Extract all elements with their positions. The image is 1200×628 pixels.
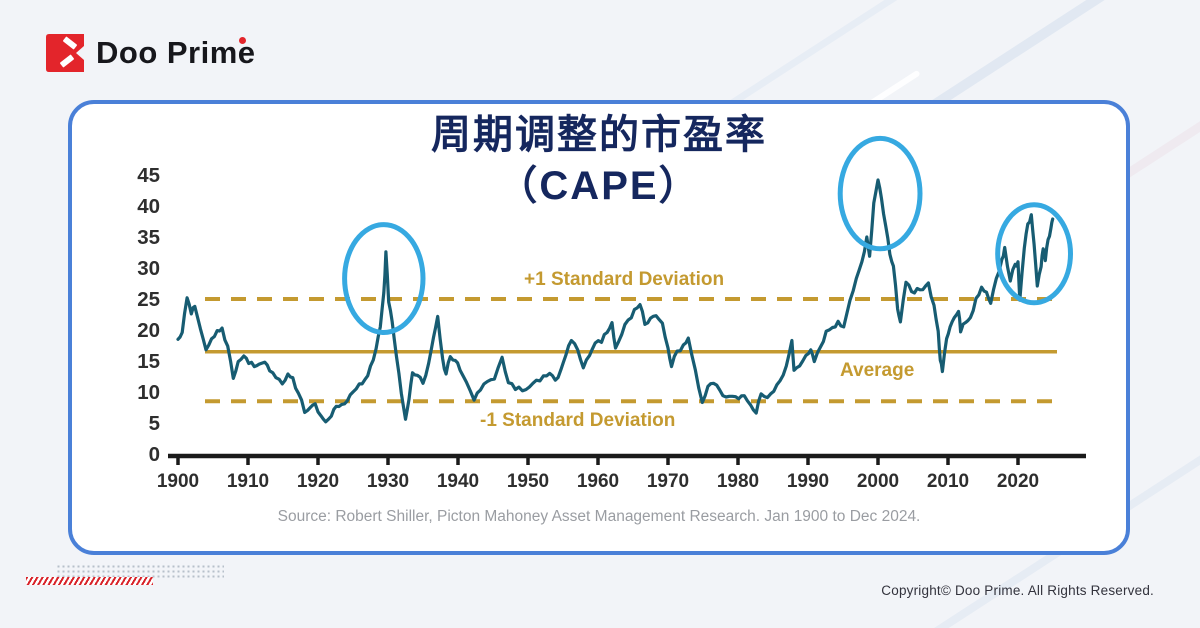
doo-prime-logo-icon [46,34,84,72]
x-tick-label: 2020 [997,471,1039,492]
x-tick-label: 1980 [717,471,759,492]
x-tick-label: 1910 [227,471,269,492]
y-tick-label: 15 [137,350,160,373]
x-tick-label: 1900 [157,471,199,492]
chart-title: 周期调整的市盈率 （CAPE） [72,110,1126,212]
average-label: Average [840,360,915,381]
y-tick-label: 25 [137,288,160,311]
highlight-circle-2021-2024-peaks [995,202,1073,306]
chart-card: 周期调整的市盈率 （CAPE） 1900 1910 1920 1930 1940 1950… [68,100,1130,555]
y-tick-label: 20 [137,319,160,342]
brand-text: Doo Prime [96,35,256,70]
highlight-circle-2000-peak [837,135,923,252]
header: Doo Prime [46,34,256,72]
x-tick-label: 1930 [367,471,409,492]
plus-one-std-label: +1 Standard Deviation [524,269,725,290]
red-hatch-bar-decoration [26,577,153,585]
cape-series-line [176,178,1055,424]
chart-title-line2: （CAPE） [497,164,701,208]
x-tick-label: 2000 [857,471,899,492]
x-tick-label: 1990 [787,471,829,492]
y-tick-label: 30 [137,257,160,280]
brand-i-dot [239,37,246,44]
y-tick-label: 5 [149,412,160,435]
dot-pattern-decoration [56,564,224,579]
x-tick-label: 1970 [647,471,689,492]
highlight-circle-1929-peak [342,222,426,335]
source-note: Source: Robert Shiller, Picton Mahoney A… [277,508,921,525]
copyright-text: Copyright© Doo Prime. All Rights Reserve… [881,583,1154,598]
y-tick-label: 40 [137,195,160,218]
brand-wordmark: Doo Prime [96,35,256,71]
x-tick-label: 1940 [437,471,479,492]
y-tick-label: 35 [137,226,160,249]
x-tick-label: 1950 [507,471,549,492]
cape-line-chart: 1900 1910 1920 1930 1940 1950 1960 1970 1980 1990… [137,135,1086,492]
x-tick-label: 1920 [297,471,339,492]
y-tick-label: 10 [137,381,160,404]
chart-title-line1: 周期调整的市盈率 [431,113,767,157]
y-tick-label: 0 [149,443,160,466]
x-tick-label: 2010 [927,471,969,492]
y-tick-label: 45 [137,164,160,187]
x-tick-label: 1960 [577,471,619,492]
minus-one-std-label: -1 Standard Deviation [480,410,676,431]
